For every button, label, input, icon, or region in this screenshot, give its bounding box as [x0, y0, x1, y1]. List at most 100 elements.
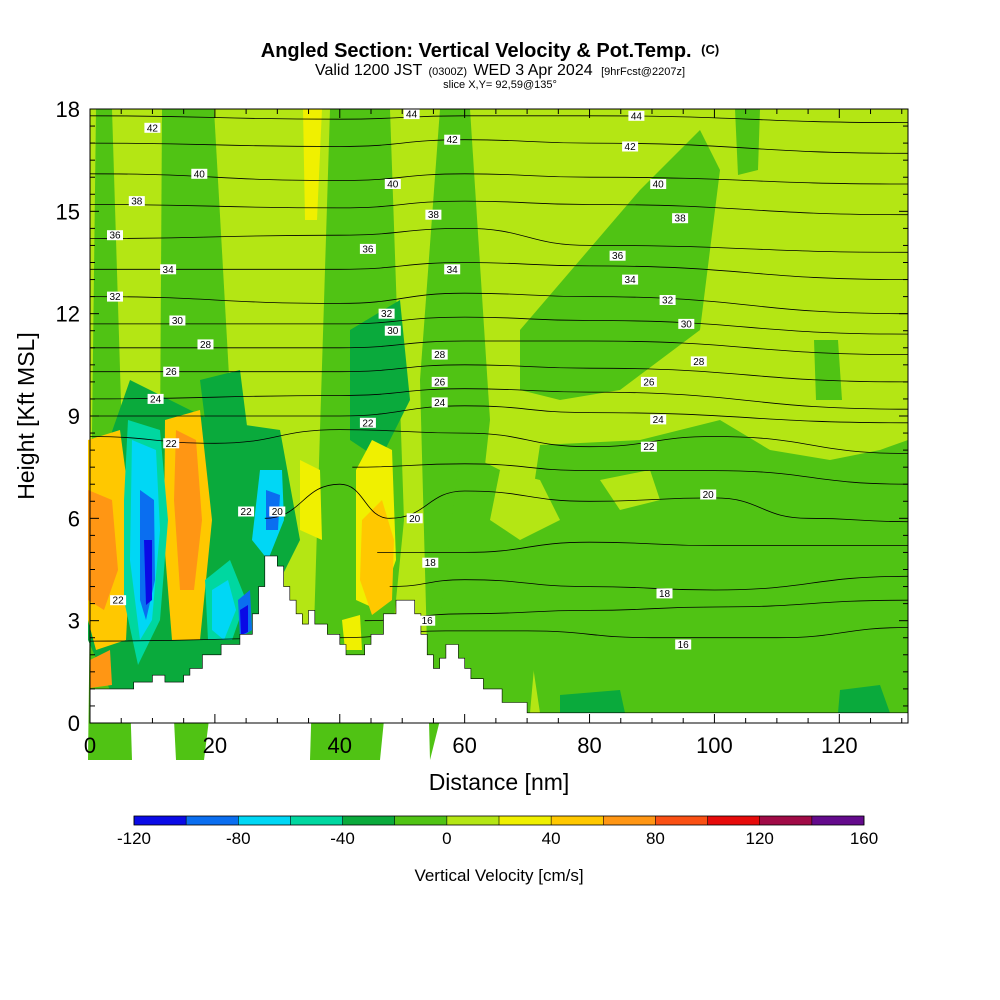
velocity-region — [735, 109, 760, 175]
x-tick-label: 20 — [203, 733, 227, 758]
y-tick-label: 15 — [56, 199, 80, 224]
colorbar-tick-label: 0 — [442, 829, 451, 848]
contour-label: 28 — [200, 340, 212, 351]
contour-label: 34 — [625, 275, 637, 286]
contour-label: 20 — [409, 514, 421, 525]
contour-label-bg — [269, 506, 286, 517]
contour-label-bg — [107, 230, 123, 241]
contour-label-bg — [191, 168, 208, 179]
contour-label: 36 — [109, 231, 121, 242]
velocity-region — [200, 370, 250, 460]
contour-label: 34 — [447, 265, 459, 276]
theta-contour-line — [89, 429, 909, 454]
contour-label: 22 — [643, 442, 655, 453]
theta-contour-line — [90, 364, 909, 383]
theta-contour-line — [89, 200, 909, 216]
contour-label-bg — [622, 141, 639, 152]
x-tick-label: 40 — [328, 733, 352, 758]
contour-label-bg — [609, 250, 626, 261]
contour-label: 22 — [113, 596, 125, 607]
theta-contour-line — [364, 599, 909, 622]
contour-label: 30 — [387, 326, 399, 337]
contour-label-bg — [403, 109, 420, 120]
x-tick-label: 120 — [821, 733, 858, 758]
contour-label-bg — [640, 376, 657, 387]
contour-label-bg — [238, 506, 255, 517]
contour-label-bg — [656, 588, 673, 599]
velocity-region — [300, 460, 322, 540]
contour-label: 42 — [625, 142, 637, 153]
velocity-region — [212, 580, 236, 640]
chart-title: Angled Section: Vertical Velocity & Pot.… — [261, 40, 719, 62]
colorbar-swatch — [759, 816, 812, 825]
colorbar-swatch — [394, 816, 447, 825]
contour-label: 22 — [241, 507, 253, 518]
theta-contours — [89, 115, 909, 642]
theta-contour-line — [90, 340, 909, 355]
contour-label: 30 — [681, 319, 693, 330]
colorbar-swatch — [499, 816, 552, 825]
colorbar-label: Vertical Velocity [cm/s] — [414, 866, 583, 885]
contour-label: 24 — [150, 394, 162, 405]
contour-label: 38 — [131, 197, 143, 208]
velocity-region — [420, 109, 490, 760]
contour-label: 26 — [643, 377, 655, 388]
velocity-region — [814, 340, 842, 400]
velocity-region — [490, 470, 560, 540]
colorbar-swatch — [446, 816, 499, 825]
colorbar-swatch — [186, 816, 239, 825]
colorbar-swatch — [342, 816, 395, 825]
contour-label: 32 — [381, 309, 393, 320]
velocity-region — [520, 420, 908, 713]
colorbar-tick-label: 80 — [646, 829, 665, 848]
velocity-region — [174, 430, 202, 590]
contour-label: 42 — [147, 123, 159, 134]
contour-label-bg — [444, 264, 461, 275]
theta-contour-line — [89, 173, 909, 185]
colorbar-tick-label: -120 — [117, 829, 151, 848]
theta-contour-line — [264, 483, 909, 523]
colorbar-swatch — [134, 816, 187, 825]
contour-label-bg — [628, 110, 645, 121]
y-tick-label: 0 — [68, 711, 80, 736]
contour-label: 38 — [675, 214, 687, 225]
contour-label: 20 — [703, 490, 715, 501]
colorbar-swatch — [238, 816, 291, 825]
contour-label: 16 — [678, 640, 690, 651]
contour-label-bg — [144, 122, 161, 133]
theta-contour-line — [89, 316, 909, 335]
velocity-field — [88, 109, 908, 760]
velocity-region — [838, 685, 890, 713]
velocity-region — [360, 500, 394, 615]
colorbar-swatch — [551, 816, 604, 825]
contour-label: 36 — [612, 251, 624, 262]
contour-label-bg — [431, 349, 448, 360]
colorbar-tick-label: 120 — [746, 829, 774, 848]
velocity-region — [240, 605, 248, 635]
contour-label: 24 — [434, 398, 446, 409]
contour-label-bg — [422, 557, 439, 568]
contour-label-bg — [384, 325, 401, 336]
x-axis-label: Distance [nm] — [429, 769, 570, 795]
velocity-region — [88, 490, 118, 610]
contour-label: 20 — [272, 507, 284, 518]
colorbar-tick-label: 160 — [850, 829, 878, 848]
contour-label: 40 — [194, 169, 206, 180]
velocity-region — [303, 109, 322, 220]
contour-label-bg — [128, 196, 145, 207]
x-axis: 0 20 40 60 80 100 120 — [84, 109, 903, 758]
contour-label-bg — [700, 489, 717, 500]
colorbar-swatch — [707, 816, 760, 825]
velocity-region — [342, 615, 362, 650]
slice-label: slice X,Y= 92,59@135° — [443, 79, 557, 91]
contour-label-bg — [444, 134, 461, 145]
contour-label-bg — [107, 291, 123, 302]
contour-label: 36 — [362, 244, 374, 255]
velocity-region — [90, 650, 112, 688]
y-axis-label: Height [Kft MSL] — [13, 332, 39, 499]
theta-contour-line — [89, 405, 909, 424]
contour-label-bg — [622, 274, 639, 285]
y-tick-label: 3 — [68, 609, 80, 634]
